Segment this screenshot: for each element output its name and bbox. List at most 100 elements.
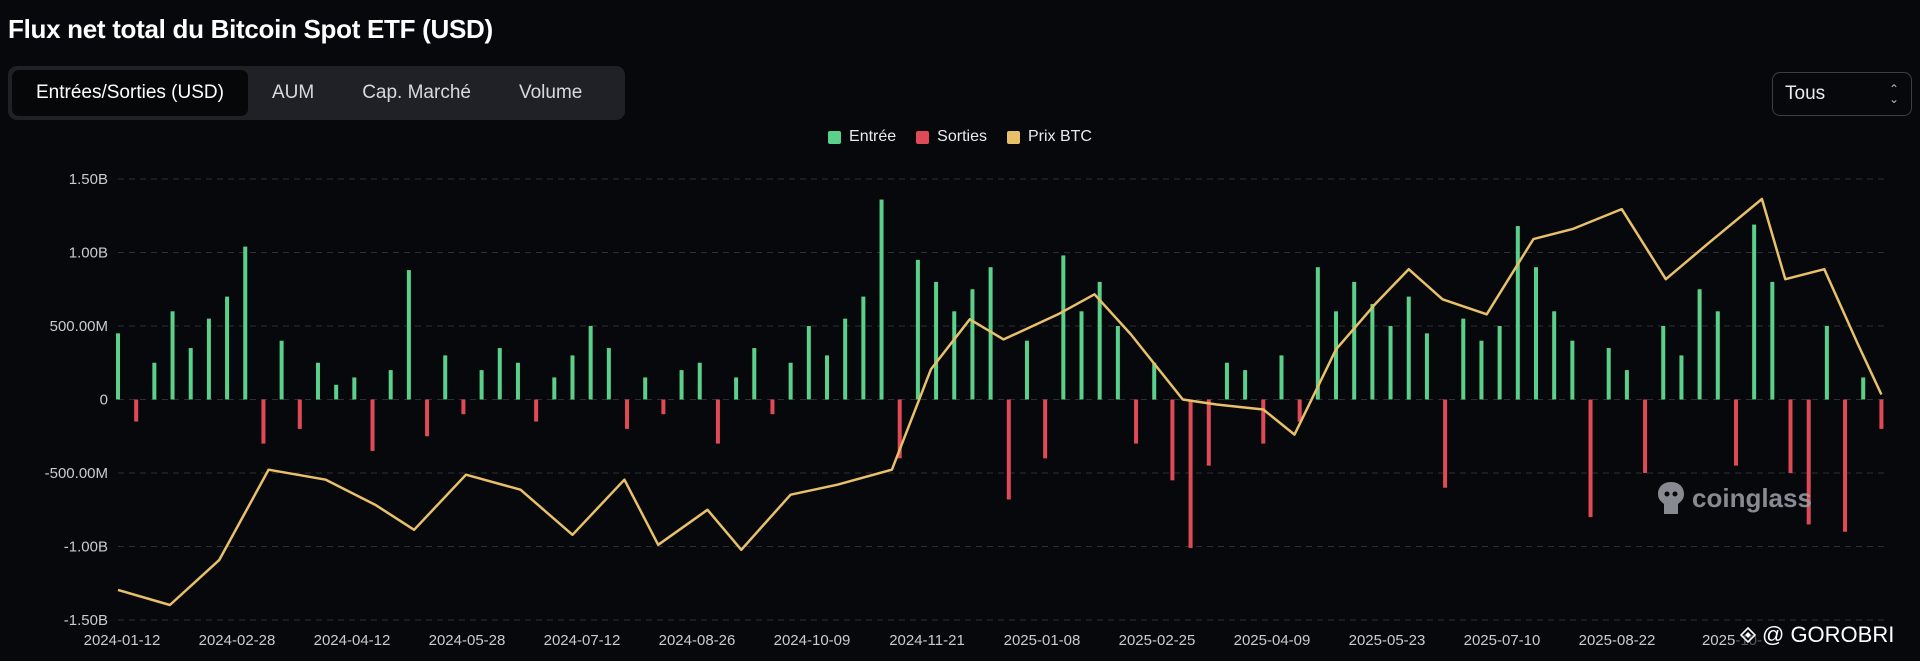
inflow-bar	[243, 246, 248, 400]
outflow-bar	[1261, 399, 1266, 444]
legend-item-outflow[interactable]: Sorties	[916, 128, 987, 146]
outflow-bar	[1006, 399, 1011, 500]
inflow-bar	[1388, 326, 1393, 400]
outflow-bar	[134, 399, 139, 422]
inflow-bar	[1715, 311, 1720, 400]
inflow-bar	[1861, 377, 1866, 400]
range-select-value: Tous	[1785, 83, 1826, 104]
inflow-bar	[170, 311, 175, 400]
outflow-bar	[1170, 399, 1175, 481]
inflow-bar	[824, 355, 829, 400]
inflow-bar	[1115, 326, 1120, 400]
coinglass-logo-icon	[1658, 482, 1684, 514]
inflow-bar	[116, 333, 120, 400]
inflow-bar	[1533, 267, 1538, 400]
outflow-bar	[1443, 399, 1448, 488]
updown-chevron-icon: ⌃ ⌄	[1888, 82, 1899, 106]
inflow-bar	[1079, 311, 1084, 400]
inflow-bar	[279, 340, 284, 400]
inflow-bar	[334, 384, 339, 400]
outflow-bar	[1788, 399, 1793, 473]
legend-item-inflow[interactable]: Entrée	[828, 128, 896, 146]
outflow-bar	[661, 399, 666, 415]
inflow-bar	[570, 355, 575, 400]
inflow-bar	[497, 348, 502, 400]
inflow-bar	[1334, 311, 1339, 400]
inflow-bar	[225, 296, 230, 400]
legend-label-outflow: Sorties	[937, 128, 987, 145]
inflow-bar	[697, 362, 702, 400]
inflow-bar	[1515, 226, 1520, 400]
x-tick-label: 2025-08-22	[1579, 632, 1656, 649]
inflow-bar	[843, 318, 848, 400]
outflow-bar	[770, 399, 775, 415]
outflow-bar	[715, 399, 720, 444]
outflow-bar	[1188, 399, 1193, 548]
inflow-bar	[1061, 255, 1066, 400]
inflow-bar	[861, 296, 866, 400]
outflow-bar	[625, 399, 630, 429]
inflow-bar	[152, 362, 157, 400]
x-tick-label: 2025-02-25	[1119, 632, 1196, 649]
inflow-bar	[1406, 296, 1411, 400]
inflow-bar	[879, 199, 884, 400]
outflow-bar	[897, 399, 902, 459]
inflow-bar	[643, 377, 648, 400]
outflow-bar	[297, 399, 302, 429]
inflow-bar	[388, 370, 393, 400]
inflow-bar	[788, 362, 793, 400]
tab-volume[interactable]: Volume	[518, 82, 583, 103]
outflow-bar	[1733, 399, 1738, 466]
chart-legend: Entrée Sorties Prix BTC	[0, 128, 1920, 146]
btc-price-line	[117, 197, 1883, 607]
legend-item-btc-price[interactable]: Prix BTC	[1006, 128, 1092, 146]
page-title: Flux net total du Bitcoin Spot ETF (USD)	[8, 14, 493, 44]
outflow-bar	[370, 399, 375, 451]
x-tick-label: 2024-04-12	[314, 632, 391, 649]
outflow-bar	[1588, 399, 1593, 518]
inflow-bar	[806, 326, 811, 400]
inflow-bar	[1370, 303, 1375, 400]
outflow-bar	[1879, 399, 1884, 429]
y-tick-label: -500.00M	[45, 465, 108, 482]
outflow-bar	[1134, 399, 1139, 444]
inflow-bar	[1152, 362, 1157, 400]
tab-inflows-outflows[interactable]: Entrées/Sorties (USD)	[12, 70, 248, 116]
inflow-bar	[1824, 326, 1829, 400]
inflow-bar	[1243, 370, 1248, 400]
coinglass-watermark: coinglass	[1656, 480, 1812, 516]
inflow-bar	[206, 318, 211, 400]
watermark-text: coinglass	[1692, 482, 1812, 513]
y-tick-label: 1.00B	[69, 245, 108, 262]
y-tick-label: -1.50B	[64, 612, 108, 629]
outflow-bar	[1806, 399, 1811, 525]
inflow-bar	[1661, 326, 1666, 400]
x-tick-label: 2024-11-21	[889, 632, 965, 649]
tab-aum[interactable]: AUM	[271, 82, 315, 103]
tab-market-cap[interactable]: Cap. Marché	[362, 82, 471, 103]
inflow-bar	[1497, 326, 1502, 400]
outflow-bar	[1643, 399, 1648, 473]
range-select[interactable]: Tous ⌃ ⌄	[1772, 72, 1912, 116]
author-mark: @ GOROBRI	[1736, 622, 1899, 648]
inflow-bar	[934, 281, 939, 400]
inflow-bar	[970, 289, 975, 400]
author-mark-text: @ GOROBRI	[1762, 622, 1895, 647]
outflow-bar	[425, 399, 430, 437]
x-tick-label: 2024-02-28	[199, 632, 276, 649]
inflow-bar	[1315, 267, 1320, 400]
inflow-bar	[1679, 355, 1684, 400]
inflow-bar	[1279, 355, 1284, 400]
outflow-bar	[1843, 399, 1848, 532]
inflow-bar	[479, 370, 484, 400]
inflow-bar	[352, 377, 357, 400]
legend-label-inflow: Entrée	[849, 128, 897, 145]
inflow-bar	[1570, 340, 1575, 400]
outflow-bar	[461, 399, 466, 415]
inflow-bar	[443, 355, 448, 400]
x-tick-label: 2025-04-09	[1234, 632, 1311, 649]
legend-label-btc-price: Prix BTC	[1027, 128, 1092, 145]
inflow-bar	[679, 370, 684, 400]
inflow-bar	[988, 267, 993, 400]
